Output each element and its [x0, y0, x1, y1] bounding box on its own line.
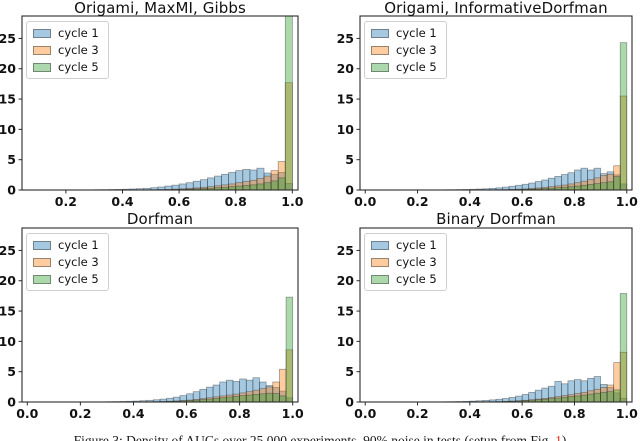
svg-text:10: 10 [337, 122, 355, 137]
figure-ref-link[interactable]: 1 [555, 433, 562, 441]
svg-text:15: 15 [0, 304, 16, 319]
legend-label: cycle 3 [58, 255, 99, 269]
svg-text:25: 25 [0, 31, 16, 46]
svg-text:5: 5 [345, 364, 354, 379]
legend-label: cycle 3 [396, 255, 437, 269]
svg-text:0.2: 0.2 [406, 406, 428, 421]
svg-text:20: 20 [337, 61, 355, 76]
svg-text:0.4: 0.4 [111, 194, 133, 209]
legend-label: cycle 5 [58, 60, 99, 74]
legend-swatch-cycle1-icon [371, 28, 389, 38]
legend-swatch-cycle5-icon [371, 62, 389, 72]
legend-entry: cycle 1 [33, 238, 99, 252]
svg-text:1.0: 1.0 [281, 194, 303, 209]
svg-text:0.6: 0.6 [168, 194, 190, 209]
svg-text:0.4: 0.4 [122, 406, 144, 421]
caption-text: ) [561, 433, 567, 441]
svg-text:25: 25 [337, 243, 354, 258]
legend-entry: cycle 5 [33, 272, 99, 286]
legend-label: cycle 1 [396, 238, 437, 252]
svg-text:0.2: 0.2 [406, 194, 428, 209]
svg-text:5: 5 [345, 152, 354, 167]
svg-text:20: 20 [0, 61, 16, 76]
legend-label: cycle 5 [396, 60, 437, 74]
svg-text:10: 10 [0, 122, 16, 137]
svg-text:15: 15 [337, 92, 354, 107]
legend-label: cycle 3 [58, 43, 99, 57]
svg-text:20: 20 [0, 273, 16, 288]
svg-text:0.4: 0.4 [459, 406, 481, 421]
legend-entry: cycle 1 [371, 26, 437, 40]
legend-bottom-right: cycle 1 cycle 3 cycle 5 [364, 233, 447, 291]
svg-text:0.8: 0.8 [229, 406, 251, 421]
svg-text:1.0: 1.0 [616, 194, 638, 209]
caption-text: Figure 3: Density of AUCs over 25,000 ex… [73, 433, 556, 441]
legend-entry: cycle 1 [33, 26, 99, 40]
svg-text:15: 15 [0, 92, 16, 107]
subplot-title-binary-dorfman: Binary Dorfman [436, 210, 556, 228]
svg-text:0.2: 0.2 [55, 194, 77, 209]
svg-text:10: 10 [0, 334, 16, 349]
legend-swatch-cycle3-icon [371, 45, 389, 55]
legend-swatch-cycle3-icon [33, 45, 51, 55]
figure-caption: Figure 3: Density of AUCs over 25,000 ex… [0, 433, 640, 441]
svg-text:0.6: 0.6 [511, 194, 533, 209]
svg-text:25: 25 [0, 243, 16, 258]
legend-swatch-cycle3-icon [371, 257, 389, 267]
subplot-title-origami-informativedorfman: Origami, InformativeDorfman [384, 0, 608, 17]
subplot-title-dorfman: Dorfman [126, 210, 194, 228]
legend-entry: cycle 3 [33, 255, 99, 269]
legend-label: cycle 5 [58, 272, 99, 286]
svg-text:25: 25 [337, 31, 354, 46]
legend-entry: cycle 3 [33, 43, 99, 57]
legend-label: cycle 1 [58, 238, 99, 252]
svg-text:0.6: 0.6 [175, 406, 197, 421]
legend-swatch-cycle1-icon [33, 28, 51, 38]
svg-text:0.4: 0.4 [459, 194, 481, 209]
legend-entry: cycle 3 [371, 43, 437, 57]
legend-label: cycle 5 [396, 272, 437, 286]
svg-text:0.8: 0.8 [563, 406, 585, 421]
svg-text:20: 20 [337, 273, 355, 288]
legend-entry: cycle 3 [371, 255, 437, 269]
legend-swatch-cycle5-icon [371, 274, 389, 284]
svg-text:0: 0 [7, 183, 16, 198]
svg-text:0: 0 [7, 395, 16, 410]
legend-swatch-cycle5-icon [33, 274, 51, 284]
svg-text:0.6: 0.6 [511, 406, 533, 421]
svg-text:0: 0 [345, 395, 354, 410]
svg-text:0.8: 0.8 [563, 194, 585, 209]
legend-swatch-cycle5-icon [33, 62, 51, 72]
svg-text:0.0: 0.0 [16, 406, 38, 421]
legend-swatch-cycle1-icon [33, 240, 51, 250]
legend-swatch-cycle1-icon [371, 240, 389, 250]
legend-swatch-cycle3-icon [33, 257, 51, 267]
svg-text:0.0: 0.0 [354, 406, 376, 421]
legend-entry: cycle 5 [371, 60, 437, 74]
legend-top-left: cycle 1 cycle 3 cycle 5 [26, 21, 109, 79]
legend-label: cycle 1 [396, 26, 437, 40]
svg-text:0: 0 [345, 183, 354, 198]
svg-text:10: 10 [337, 334, 355, 349]
svg-text:1.0: 1.0 [282, 406, 304, 421]
legend-label: cycle 3 [396, 43, 437, 57]
legend-entry: cycle 1 [371, 238, 437, 252]
subplot-title-origami-maxmi-gibbs: Origami, MaxMI, Gibbs [74, 0, 246, 17]
legend-entry: cycle 5 [371, 272, 437, 286]
svg-text:0.8: 0.8 [225, 194, 247, 209]
legend-label: cycle 1 [58, 26, 99, 40]
svg-text:5: 5 [7, 364, 16, 379]
svg-text:1.0: 1.0 [616, 406, 638, 421]
svg-text:5: 5 [7, 152, 16, 167]
legend-top-right: cycle 1 cycle 3 cycle 5 [364, 21, 447, 79]
legend-bottom-left: cycle 1 cycle 3 cycle 5 [26, 233, 109, 291]
svg-text:15: 15 [337, 304, 354, 319]
legend-entry: cycle 5 [33, 60, 99, 74]
svg-text:0.2: 0.2 [69, 406, 91, 421]
svg-text:0.0: 0.0 [354, 194, 376, 209]
